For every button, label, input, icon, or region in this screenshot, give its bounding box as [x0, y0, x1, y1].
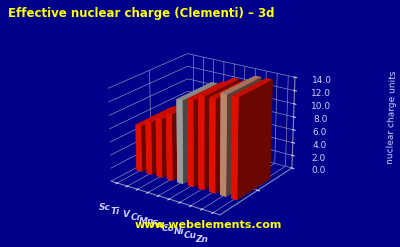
Text: www.webelements.com: www.webelements.com	[134, 220, 282, 230]
Text: Effective nuclear charge (Clementi) – 3d: Effective nuclear charge (Clementi) – 3d	[8, 7, 274, 21]
